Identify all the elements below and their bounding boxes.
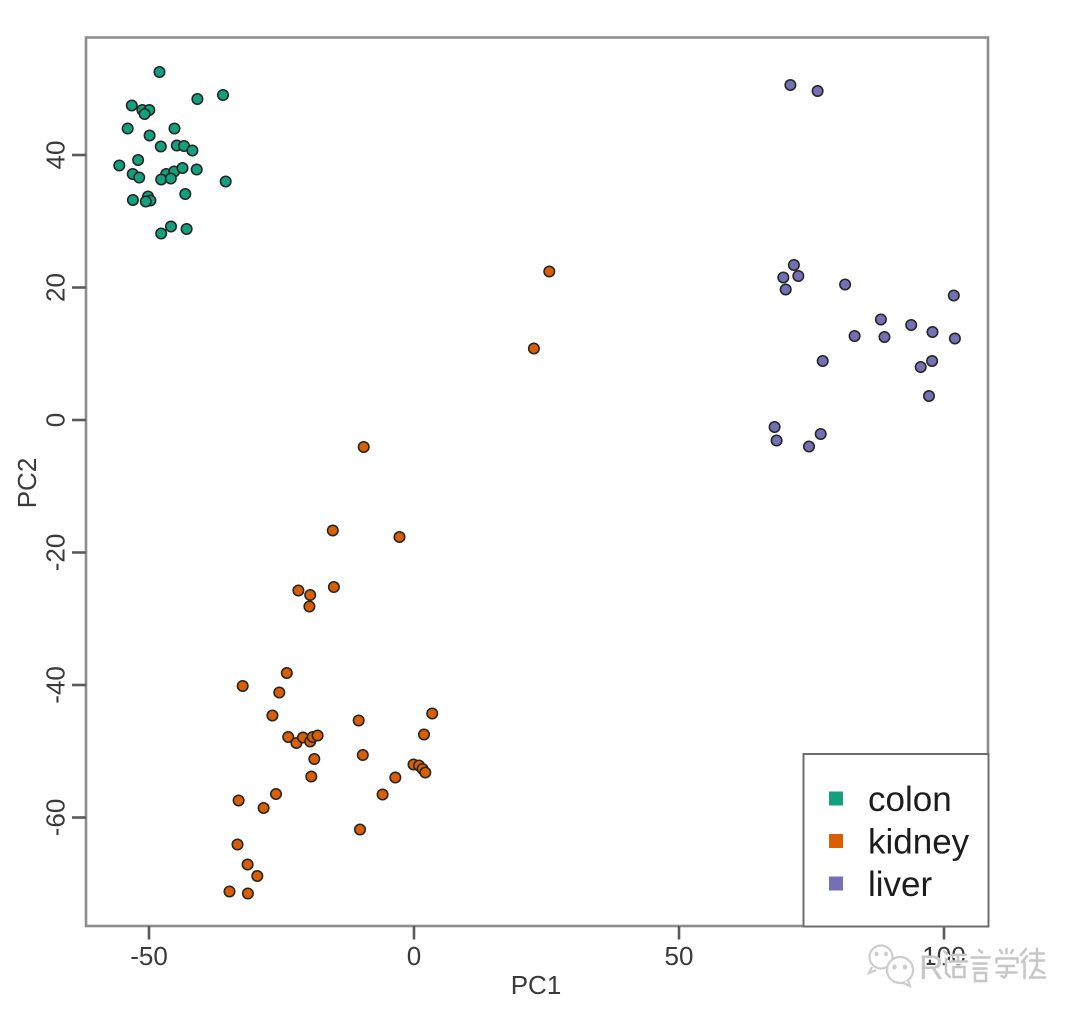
- svg-text:40: 40: [40, 141, 70, 170]
- svg-text:PC1: PC1: [511, 970, 562, 1000]
- svg-text:-60: -60: [40, 799, 70, 837]
- svg-text:0: 0: [40, 413, 70, 427]
- svg-text:PC2: PC2: [12, 458, 42, 509]
- svg-text:kidney: kidney: [868, 823, 970, 862]
- svg-text:20: 20: [40, 273, 70, 302]
- svg-text:R: R: [919, 949, 944, 987]
- svg-text:-20: -20: [40, 534, 70, 572]
- svg-text:-50: -50: [130, 941, 168, 971]
- svg-text:colon: colon: [868, 780, 952, 819]
- svg-text:liver: liver: [868, 865, 933, 904]
- svg-text:50: 50: [665, 941, 694, 971]
- svg-text:-40: -40: [40, 666, 70, 704]
- svg-text:R: R: [921, 951, 946, 989]
- svg-text:0: 0: [407, 941, 421, 971]
